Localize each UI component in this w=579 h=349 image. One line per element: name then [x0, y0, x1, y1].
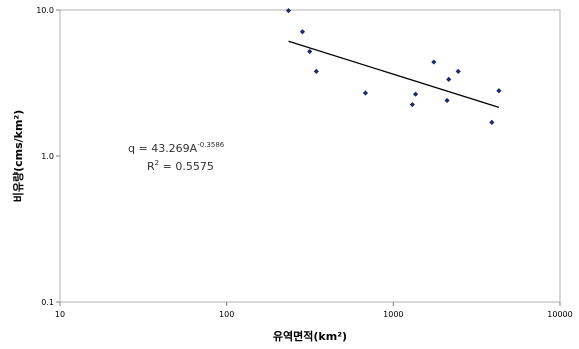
- y-tick-label: 1.0: [41, 152, 54, 161]
- y-tick-label: 0.1: [41, 298, 54, 307]
- y-axis-title: 비유량(cms/km²): [11, 110, 25, 203]
- x-tick-label: 1000: [383, 310, 403, 319]
- data-point: [409, 101, 415, 108]
- data-point: [299, 29, 306, 35]
- data-point: [412, 91, 419, 97]
- equation-label: q = 43.269A-0.3586: [128, 141, 225, 155]
- x-axis: 10 100 1000 10000: [55, 302, 573, 319]
- data-point: [489, 119, 495, 125]
- power-trendline: [288, 40, 500, 108]
- data-point: [307, 48, 313, 55]
- data-point: [444, 97, 450, 104]
- data-point: [362, 90, 369, 96]
- plot-area: [59, 9, 561, 303]
- data-point: [496, 88, 502, 94]
- data-point: [455, 68, 461, 74]
- data-point: [446, 76, 452, 82]
- x-tick-label: 10: [55, 310, 65, 319]
- y-tick-label: 10.0: [36, 6, 54, 15]
- x-tick-label: 10000: [547, 310, 572, 319]
- data-point: [313, 68, 319, 74]
- r-squared-label: R2 = 0.5575: [147, 159, 214, 173]
- data-points: [285, 8, 502, 125]
- x-tick-label: 100: [219, 310, 234, 319]
- x-axis-title: 유역면적(km²): [273, 329, 347, 343]
- y-axis: 0.1 1.0 10.0: [36, 6, 60, 307]
- trendline-group: [288, 40, 500, 108]
- data-point: [431, 59, 437, 65]
- data-point: [285, 8, 292, 14]
